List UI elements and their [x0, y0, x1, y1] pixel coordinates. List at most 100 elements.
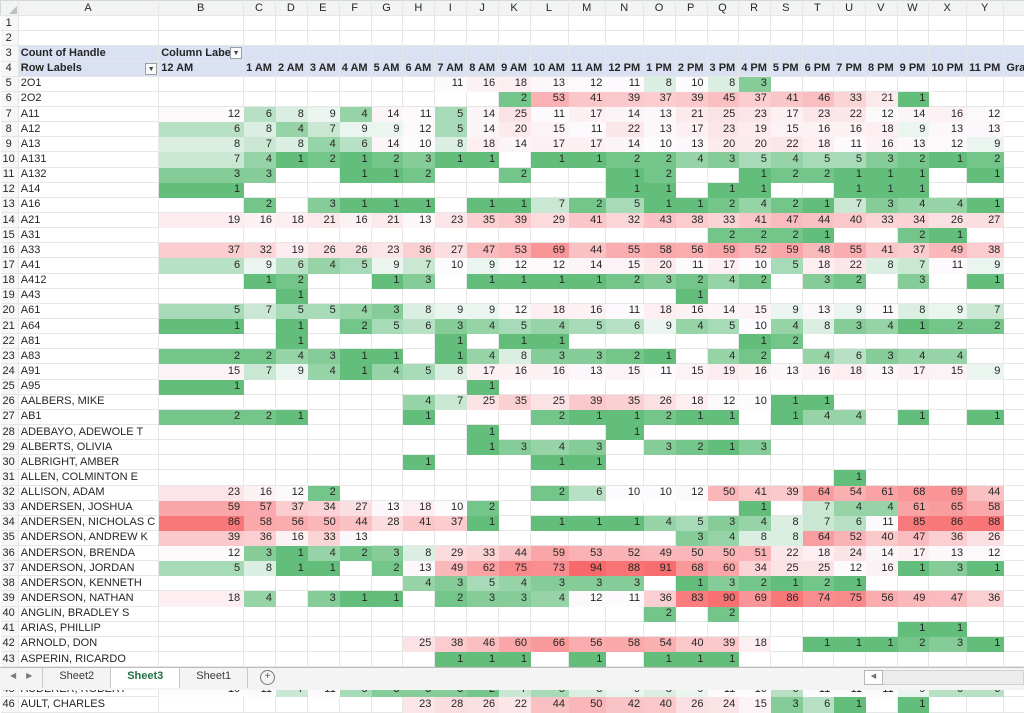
data-cell[interactable]: 26 — [307, 242, 340, 259]
data-cell[interactable] — [738, 469, 771, 486]
empty-cell[interactable] — [605, 30, 645, 47]
data-cell[interactable] — [339, 288, 372, 304]
data-cell[interactable] — [243, 288, 276, 304]
empty-cell[interactable] — [307, 30, 340, 47]
data-cell[interactable]: 65 — [928, 500, 968, 516]
empty-cell[interactable] — [802, 15, 835, 32]
data-cell[interactable] — [243, 394, 276, 410]
empty-cell[interactable] — [275, 30, 308, 47]
data-cell[interactable]: 17 — [568, 136, 607, 153]
data-cell[interactable]: 5 — [158, 303, 245, 319]
grand-total-cell[interactable]: 425 — [1003, 530, 1024, 547]
data-cell[interactable]: 6 — [605, 318, 645, 335]
row-number[interactable]: 42 — [0, 636, 19, 653]
data-cell[interactable] — [339, 409, 372, 425]
data-cell[interactable]: 49 — [643, 545, 676, 562]
data-cell[interactable] — [643, 575, 676, 592]
data-cell[interactable] — [865, 469, 898, 486]
data-cell[interactable]: 12 — [928, 136, 968, 153]
row-number[interactable]: 34 — [0, 515, 19, 531]
data-cell[interactable]: 1 — [466, 273, 500, 289]
data-cell[interactable]: 5 — [707, 318, 740, 335]
row-number[interactable]: 37 — [0, 560, 19, 577]
data-cell[interactable]: 3 — [498, 590, 531, 607]
row-label[interactable]: 2O2 — [18, 91, 160, 107]
data-cell[interactable] — [605, 333, 645, 350]
row-number[interactable]: 31 — [0, 469, 19, 486]
data-cell[interactable]: 23 — [434, 212, 468, 229]
data-cell[interactable] — [307, 621, 340, 637]
data-cell[interactable]: 33 — [466, 545, 500, 562]
data-cell[interactable]: 3 — [865, 348, 898, 365]
data-cell[interactable]: 3 — [402, 273, 436, 289]
data-cell[interactable]: 12 — [402, 121, 436, 138]
data-cell[interactable]: 2 — [738, 273, 771, 289]
data-cell[interactable] — [434, 91, 468, 107]
data-cell[interactable]: 2 — [498, 167, 531, 183]
data-cell[interactable] — [275, 590, 308, 607]
data-cell[interactable] — [466, 454, 500, 471]
data-cell[interactable] — [307, 379, 340, 395]
data-cell[interactable]: 5 — [371, 318, 404, 335]
data-cell[interactable] — [928, 606, 968, 622]
row-labels-cell[interactable]: Row Labels ▼ — [18, 61, 160, 77]
data-cell[interactable]: 16 — [568, 303, 607, 319]
data-cell[interactable]: 37 — [434, 515, 468, 531]
data-cell[interactable]: 85 — [897, 515, 930, 531]
data-cell[interactable]: 8 — [402, 303, 436, 319]
data-cell[interactable]: 13 — [643, 106, 676, 123]
empty-cell[interactable] — [643, 30, 676, 47]
data-cell[interactable]: 16 — [243, 485, 276, 501]
data-cell[interactable]: 1 — [738, 333, 771, 350]
data-cell[interactable]: 37 — [897, 242, 930, 259]
data-cell[interactable]: 68 — [675, 560, 708, 577]
data-cell[interactable]: 1 — [243, 273, 276, 289]
data-cell[interactable] — [966, 454, 1005, 471]
data-cell[interactable]: 17 — [530, 136, 569, 153]
column-header-C[interactable]: C — [243, 0, 276, 17]
data-cell[interactable]: 18 — [530, 303, 569, 319]
data-cell[interactable]: 18 — [275, 212, 308, 229]
data-cell[interactable] — [605, 606, 645, 622]
data-cell[interactable]: 23 — [158, 485, 245, 501]
empty-cell[interactable] — [568, 30, 607, 47]
data-cell[interactable]: 1 — [605, 182, 645, 198]
row-number[interactable]: 6 — [0, 91, 19, 107]
data-cell[interactable] — [707, 469, 740, 486]
data-cell[interactable]: 9 — [966, 136, 1005, 153]
data-cell[interactable] — [865, 424, 898, 441]
data-cell[interactable]: 40 — [643, 696, 676, 713]
data-cell[interactable] — [402, 333, 436, 350]
data-cell[interactable] — [833, 454, 866, 471]
data-cell[interactable]: 44 — [802, 212, 835, 229]
data-cell[interactable]: 88 — [605, 560, 645, 577]
header-band-cell[interactable] — [275, 45, 308, 62]
data-cell[interactable]: 3 — [738, 76, 771, 92]
data-cell[interactable]: 3 — [434, 318, 468, 335]
data-cell[interactable]: 9 — [371, 121, 404, 138]
row-label[interactable]: A64 — [18, 318, 160, 335]
data-cell[interactable] — [307, 575, 340, 592]
data-cell[interactable]: 1 — [568, 515, 607, 531]
data-cell[interactable]: 3 — [402, 151, 436, 168]
data-cell[interactable]: 86 — [158, 515, 245, 531]
data-cell[interactable]: 33 — [307, 530, 340, 547]
data-cell[interactable]: 4 — [371, 363, 404, 380]
data-cell[interactable] — [770, 636, 803, 653]
data-cell[interactable] — [434, 454, 468, 471]
data-cell[interactable]: 1 — [966, 273, 1005, 289]
hour-header-cell[interactable]: 9 AM — [498, 61, 531, 77]
data-cell[interactable]: 2 — [966, 151, 1005, 168]
data-cell[interactable]: 4 — [802, 348, 835, 365]
data-cell[interactable]: 2 — [802, 167, 835, 183]
data-cell[interactable]: 23 — [707, 121, 740, 138]
data-cell[interactable] — [434, 409, 468, 425]
row-number[interactable]: 19 — [0, 288, 19, 304]
empty-cell[interactable] — [339, 15, 372, 32]
data-cell[interactable]: 42 — [605, 696, 645, 713]
data-cell[interactable]: 7 — [966, 303, 1005, 319]
data-cell[interactable] — [802, 182, 835, 198]
empty-cell[interactable] — [865, 15, 898, 32]
data-cell[interactable]: 34 — [897, 212, 930, 229]
data-cell[interactable] — [928, 288, 968, 304]
